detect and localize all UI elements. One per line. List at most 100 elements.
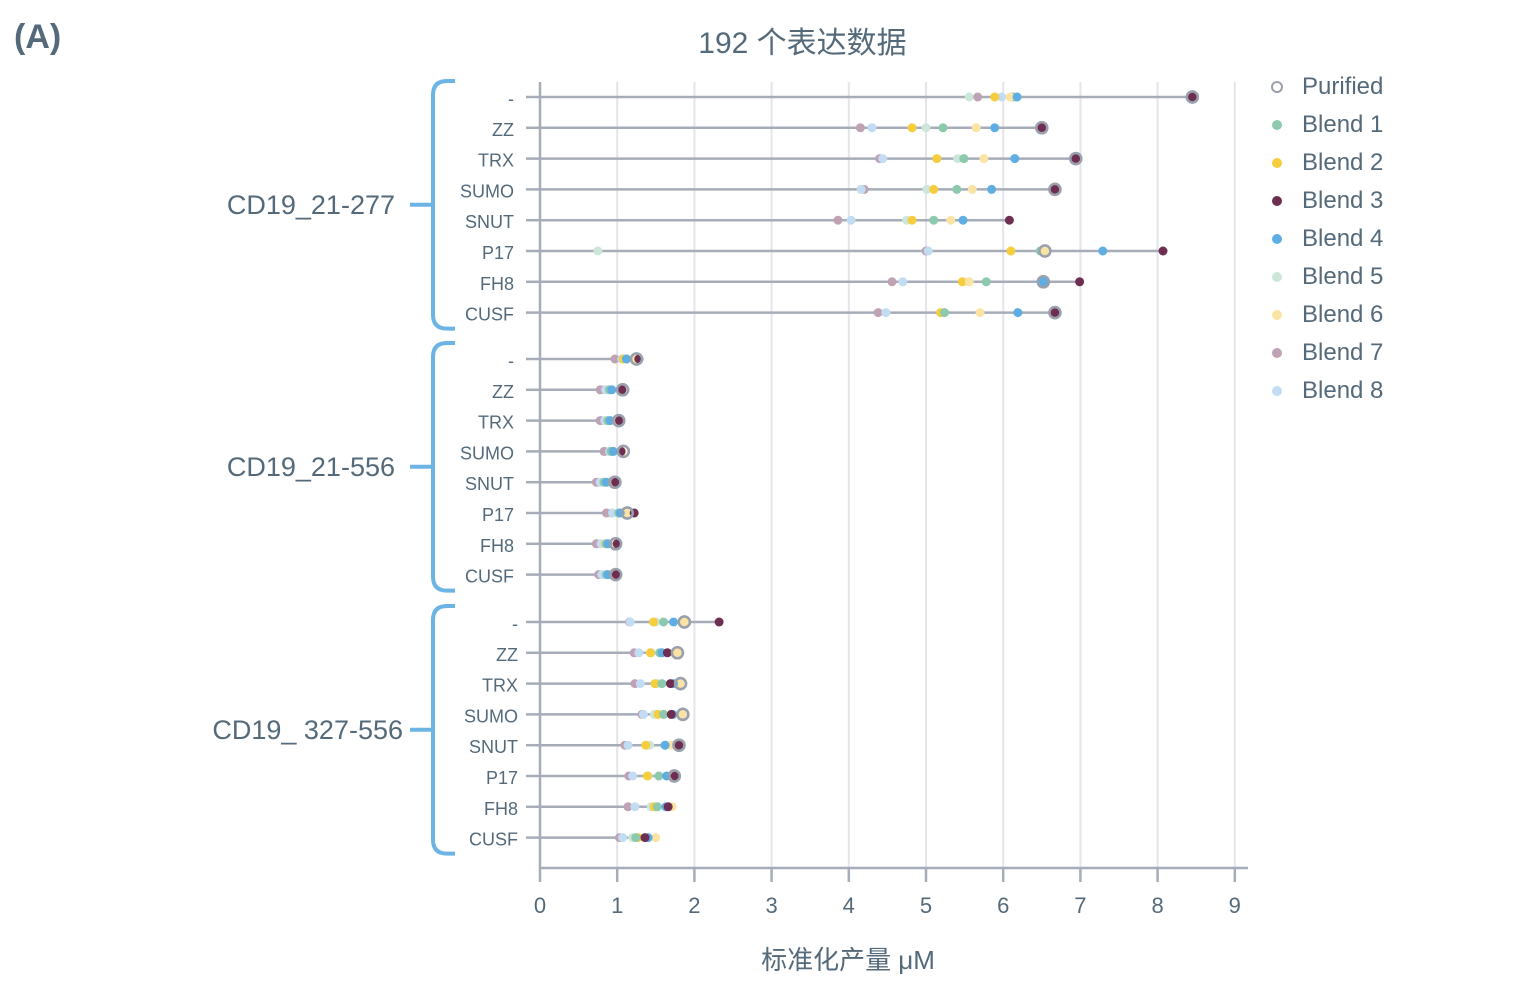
data-point-blend-2 (990, 92, 1000, 102)
row-label: - (508, 351, 514, 371)
data-point-blend-7 (610, 354, 620, 364)
data-point-blend-4 (1013, 308, 1023, 318)
purified-ring (672, 738, 686, 752)
data-point-blend-1 (959, 154, 969, 164)
purified-ring (670, 646, 685, 660)
data-point-blend-6 (964, 277, 974, 287)
row-label: ZZ (496, 645, 518, 665)
x-tick-label: 6 (997, 893, 1009, 918)
purified-ring (611, 413, 626, 428)
data-point-blend-6 (971, 123, 981, 133)
x-tick-label: 2 (688, 893, 700, 918)
purified-ring (615, 383, 630, 397)
legend-label: Blend 4 (1302, 225, 1384, 252)
row-label: - (512, 614, 518, 634)
data-point-blend-6 (1005, 92, 1015, 102)
group-label: CD19_21-277 (227, 190, 395, 220)
data-point-blend-8 (846, 215, 856, 225)
data-point-blend-6 (946, 215, 956, 225)
data-point-blend-3 (665, 679, 675, 689)
data-point-blend-8 (997, 92, 1007, 102)
legend-marker-icon (1272, 272, 1282, 282)
purified-ring (1069, 151, 1083, 166)
data-point-blend-3 (663, 802, 673, 812)
legend-label: Blend 8 (1302, 377, 1384, 404)
data-point-blend-7 (973, 92, 983, 102)
data-point-blend-8 (628, 771, 638, 781)
data-point-blend-1 (657, 679, 667, 689)
data-point-blend-8 (638, 709, 648, 719)
row-label: ZZ (492, 382, 514, 402)
data-point-blend-8 (867, 123, 877, 133)
data-point-blend-3 (674, 740, 684, 750)
data-point-blend-8 (608, 508, 618, 518)
row-label: P17 (482, 243, 514, 263)
data-point-blend-1 (659, 709, 669, 719)
data-point-blend-8 (630, 802, 640, 812)
data-point-blend-4 (621, 354, 631, 364)
data-point-blend-2 (641, 740, 651, 750)
data-point-blend-5 (964, 92, 974, 102)
data-point-blend-4 (1098, 246, 1108, 256)
data-point-blend-3 (640, 833, 650, 843)
row-label: P17 (486, 768, 518, 788)
data-point-blend-4 (1038, 277, 1048, 287)
data-point-blend-3 (1050, 184, 1060, 194)
legend-label: Blend 3 (1302, 187, 1384, 214)
legend-item: Purified (1268, 68, 1383, 106)
data-point-blend-4 (608, 446, 618, 456)
data-point-blend-3 (1037, 123, 1047, 133)
legend-item: Blend 3 (1268, 182, 1383, 220)
data-point-blend-3 (666, 709, 676, 719)
row-label: CUSF (465, 567, 514, 587)
data-point-blend-2 (957, 277, 967, 287)
legend-label: Blend 5 (1302, 263, 1384, 290)
data-point-blend-3 (617, 385, 627, 395)
row-label: CUSF (469, 830, 518, 850)
purified-ring (1185, 90, 1200, 104)
purified-ring (608, 567, 623, 582)
row-label: - (508, 89, 514, 109)
purified-ring (1038, 244, 1052, 258)
data-point-blend-3 (1158, 246, 1168, 256)
row-label: ZZ (492, 120, 514, 140)
data-point-blend-2 (642, 771, 652, 781)
row-label: P17 (482, 505, 514, 525)
legend-item: Blend 1 (1268, 106, 1383, 144)
data-point-blend-3 (670, 771, 680, 781)
data-point-blend-7 (873, 308, 883, 318)
legend-marker-icon (1272, 310, 1282, 320)
legend-marker-icon (1272, 348, 1282, 358)
legend-item: Blend 2 (1268, 144, 1383, 182)
row-label: FH8 (480, 274, 514, 294)
row-label: TRX (478, 151, 514, 171)
data-point-blend-2 (648, 617, 658, 627)
data-point-blend-3 (662, 648, 672, 658)
data-point-blend-3 (1050, 308, 1060, 318)
row-label: SNUT (465, 474, 514, 494)
data-point-blend-2 (932, 154, 942, 164)
data-point-blend-6 (651, 833, 661, 843)
data-point-blend-4 (1012, 92, 1022, 102)
data-point-blend-3 (611, 570, 621, 580)
x-tick-label: 5 (920, 893, 932, 918)
purified-ring (620, 506, 634, 520)
group-label: CD19_21-556 (227, 452, 395, 482)
data-point-blend-5 (922, 184, 932, 194)
data-point-blend-4 (987, 184, 997, 194)
legend-marker-icon (1272, 120, 1282, 130)
data-point-blend-3 (1075, 277, 1085, 287)
group-bracket (431, 79, 455, 331)
data-point-blend-4 (669, 617, 679, 627)
data-point-blend-5 (953, 154, 963, 164)
purified-ring (608, 475, 622, 489)
data-point-blend-3 (1004, 215, 1014, 225)
data-point-blend-8 (635, 679, 645, 689)
data-point-blend-8 (623, 740, 633, 750)
legend-item: Blend 6 (1268, 296, 1383, 334)
purified-ring (1048, 305, 1062, 320)
row-label: SNUT (465, 212, 514, 232)
data-point-blend-2 (907, 123, 917, 133)
data-point-blend-2 (645, 648, 655, 658)
data-point-blend-8 (923, 246, 933, 256)
